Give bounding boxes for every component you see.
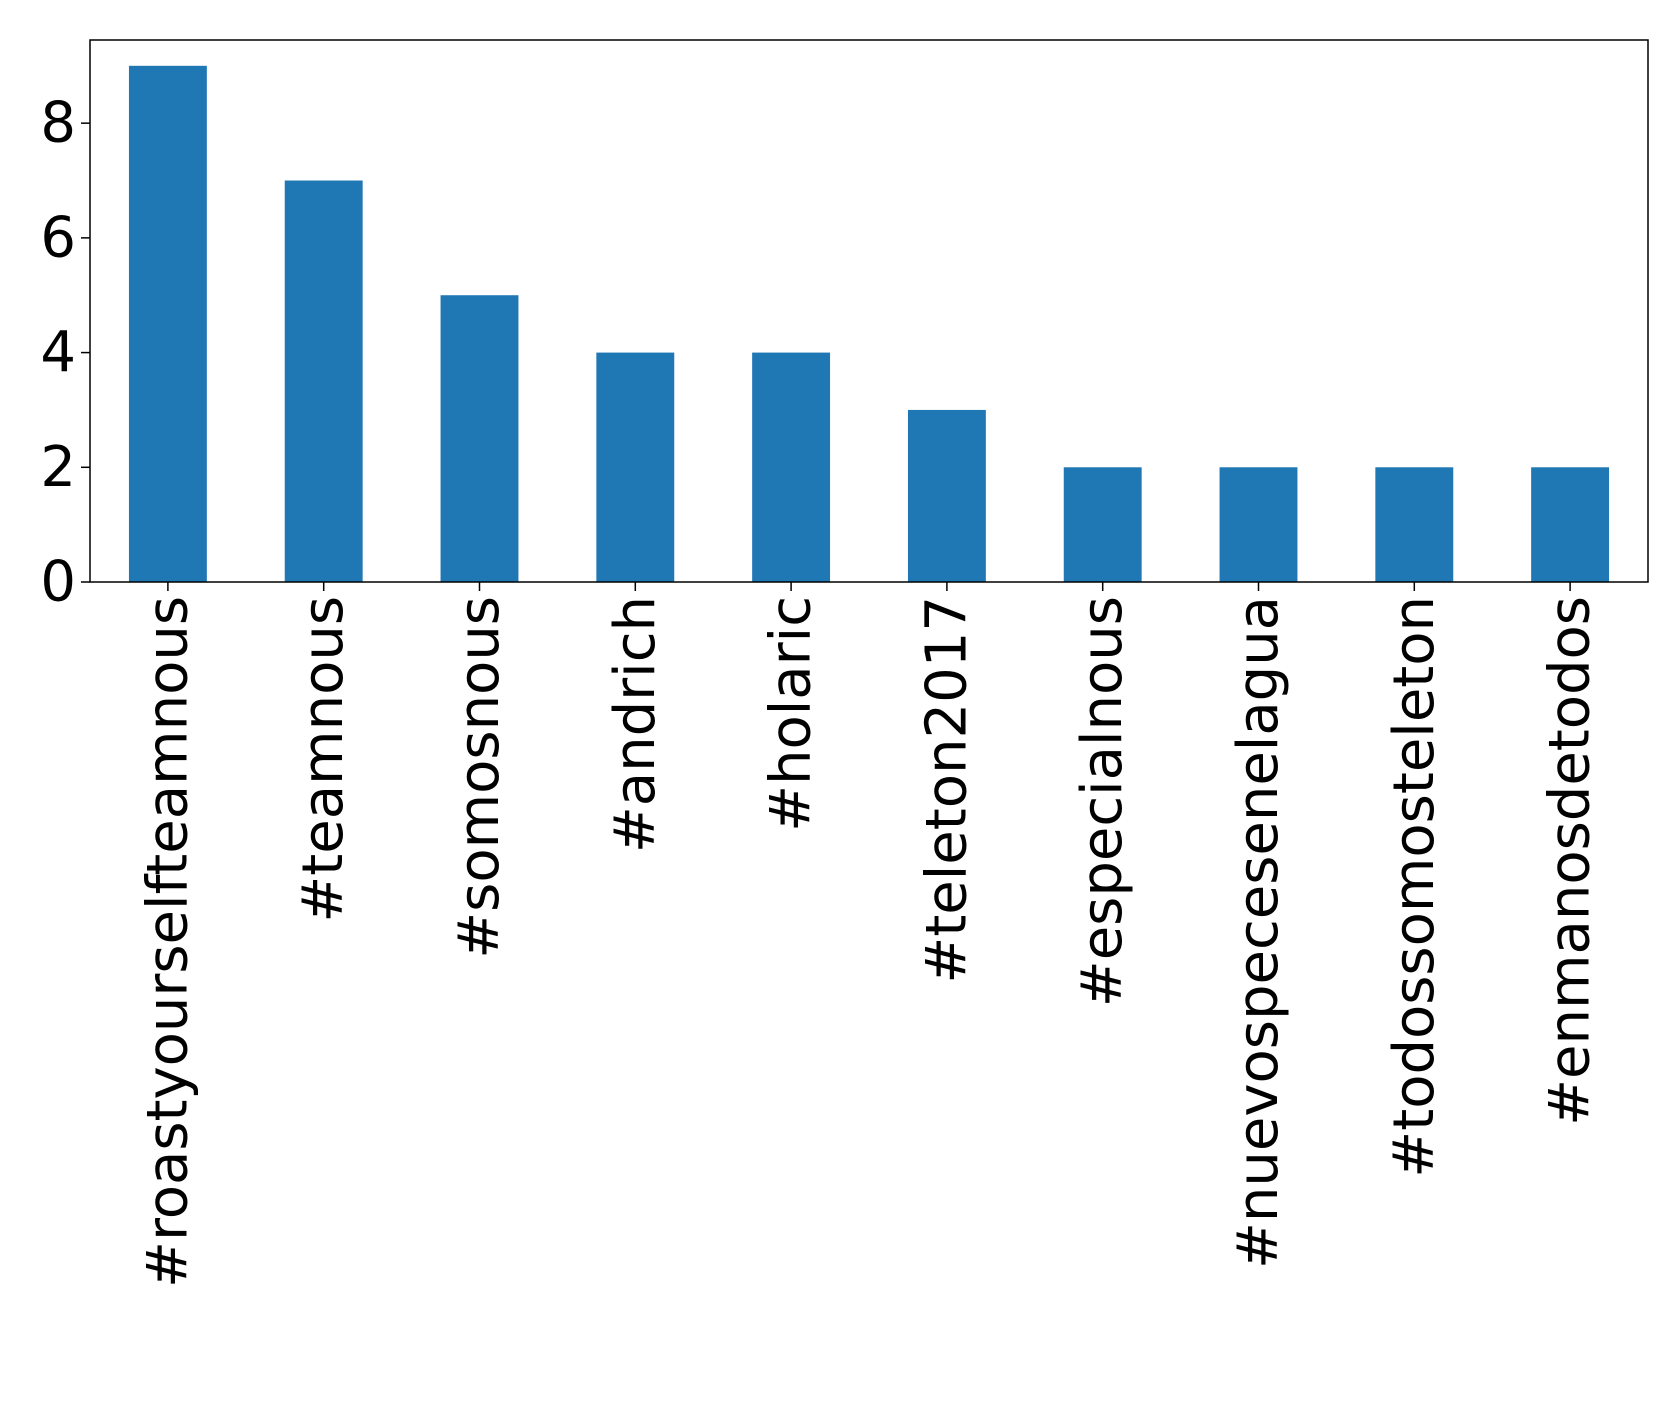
x-tick-label: #especialnous [1070,596,1135,1007]
bar-teleton2017 [907,409,986,582]
x-tick-label: #andrich [603,596,668,853]
bars [128,65,1610,583]
bar-enmanosdetodos [1531,467,1610,582]
x-tick-label: #enmanosdetodos [1538,596,1603,1126]
x-tick-label: #nuevospecesenelagua [1226,596,1291,1269]
x-axis: #roastyourselfteamnous #teamnous #somosnou… [135,582,1603,1288]
x-tick-label: #teleton2017 [914,596,979,984]
bar-somosnous [440,295,519,582]
x-tick-label: #todossomosteleton [1382,596,1447,1178]
bar-holaric [752,352,831,582]
bar-andrich [596,352,675,582]
x-tick-label: #roastyourselfteamnous [135,596,200,1288]
y-tick-label: 6 [40,205,76,270]
x-tick-label: #somosnous [447,596,512,959]
y-tick-label: 8 [40,91,76,156]
y-tick-label: 0 [40,550,76,615]
y-axis: 0 2 4 6 8 [40,91,90,615]
bar-nuevospecesenelagua [1219,467,1298,582]
bar-especialnous [1063,467,1142,582]
x-tick-label: #teamnous [291,596,356,923]
x-tick-label: #holaric [759,596,824,832]
bar-teamnous [284,180,363,582]
bar-roastyourselfteamnous [128,65,207,583]
bar-todossomosteleton [1375,467,1454,582]
y-tick-label: 4 [40,320,76,385]
y-tick-label: 2 [40,435,76,500]
plot-frame [89,39,1649,583]
